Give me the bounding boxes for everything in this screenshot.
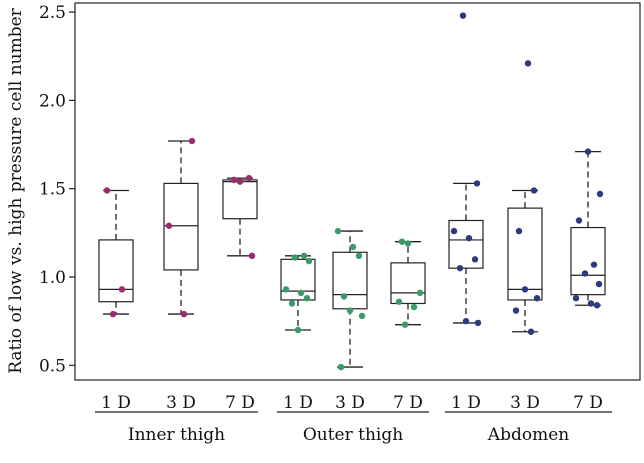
data-point [165, 222, 173, 229]
box-iqr [507, 207, 543, 301]
box-iqr [448, 219, 484, 269]
data-point [349, 243, 357, 251]
data-point [595, 280, 603, 288]
data-point [590, 261, 598, 268]
data-point [515, 227, 523, 235]
data-point [282, 286, 290, 293]
data-point [416, 289, 424, 297]
data-point [340, 293, 348, 300]
data-point [401, 321, 409, 328]
data-point [410, 303, 418, 311]
data-point [337, 363, 345, 371]
x-category-label: 3 D [166, 393, 196, 413]
box-iqr [390, 262, 426, 305]
data-point [521, 286, 529, 293]
data-point [346, 307, 354, 314]
data-point [575, 217, 583, 224]
data-point [530, 187, 538, 194]
data-points [103, 12, 604, 371]
data-point [118, 286, 126, 293]
data-point [245, 174, 253, 182]
data-point [459, 12, 467, 19]
data-point [587, 300, 595, 307]
data-point [109, 310, 117, 318]
x-category-label: 3 D [335, 393, 365, 413]
data-point [404, 240, 412, 247]
x-category-label: 1 D [451, 393, 481, 413]
data-point [303, 294, 311, 302]
data-point [236, 178, 244, 185]
x-category-label: 3 D [510, 393, 540, 413]
data-point [512, 307, 520, 314]
y-tick-label: 2.5 [39, 3, 66, 23]
data-point [584, 148, 592, 155]
x-group-label: Abdomen [487, 425, 569, 445]
data-point [248, 252, 256, 260]
data-point [596, 190, 604, 198]
boxes [98, 140, 606, 368]
data-point [471, 256, 479, 263]
x-category-label: 7 D [225, 393, 255, 413]
data-point [398, 238, 406, 245]
data-point [474, 319, 482, 327]
data-point [300, 252, 308, 260]
data-point [294, 326, 302, 334]
data-point [288, 300, 296, 307]
data-point [230, 176, 238, 184]
box-iqr [98, 239, 134, 303]
plot-frame [74, 2, 641, 381]
data-point [572, 294, 580, 302]
y-tick-label: 1.5 [39, 180, 66, 200]
data-point [593, 302, 601, 309]
data-point [450, 227, 458, 235]
x-group-label: Outer thigh [303, 425, 403, 445]
y-tick-label: 2.0 [39, 91, 66, 111]
data-point [305, 257, 313, 265]
data-point [180, 310, 188, 318]
x-category-label: 7 D [573, 393, 603, 413]
x-category-label: 1 D [283, 393, 313, 413]
box-iqr [332, 251, 368, 310]
data-point [456, 264, 464, 272]
data-point [188, 137, 196, 145]
data-point [581, 270, 589, 277]
data-point [358, 312, 366, 320]
box-iqr [163, 182, 199, 271]
data-point [473, 180, 481, 187]
data-point [524, 60, 532, 67]
data-point [355, 252, 363, 260]
y-tick-label: 1.0 [39, 268, 66, 288]
y-axis-label: Ratio of low vs. high pressure cell numb… [6, 7, 26, 373]
data-point [291, 254, 299, 261]
y-axis: 0.5 1.0 1.5 2.0 2.5 [39, 3, 75, 376]
y-tick-label: 0.5 [39, 356, 66, 376]
data-point [334, 227, 342, 235]
data-point [297, 289, 305, 297]
x-category-label: 7 D [393, 393, 423, 413]
data-point [395, 298, 403, 305]
data-point [527, 328, 535, 335]
x-category-label: 1 D [101, 393, 131, 413]
data-point [103, 187, 111, 194]
data-point [462, 317, 470, 325]
box-iqr [222, 179, 258, 220]
x-group-label: Inner thigh [128, 425, 225, 445]
data-point [533, 294, 541, 302]
data-point [465, 234, 473, 242]
